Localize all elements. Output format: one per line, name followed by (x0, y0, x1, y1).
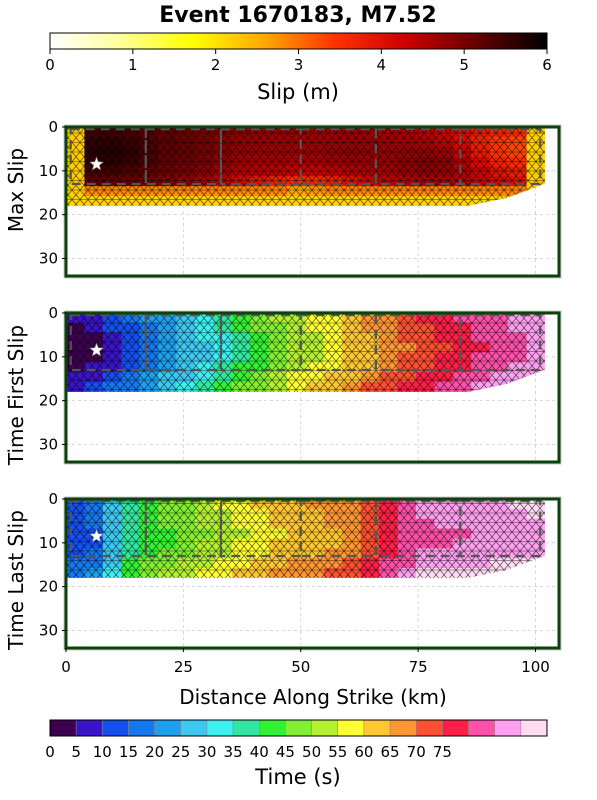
y-tick-label: 20 (39, 578, 58, 596)
time-colorbar-tick-label: 65 (381, 743, 400, 761)
panel-time-last-slip: 0 10 20 30 Time Last Slip 0 25 50 75 100 (4, 490, 561, 676)
rupture-fill (66, 313, 545, 392)
time-colorbar-tick-label: 45 (276, 743, 295, 761)
triangle-mesh (66, 499, 545, 578)
panel-max-slip: 0 10 20 30 Max Slip (4, 118, 561, 278)
time-colorbar-bin (312, 720, 338, 736)
x-tick-label: 25 (174, 658, 193, 676)
triangle-mesh (66, 127, 545, 206)
slip-colorbar-ramp (50, 33, 547, 49)
rupture-region (66, 313, 545, 392)
time-colorbar-bin (364, 720, 390, 736)
time-colorbar-tick-label: 10 (93, 743, 112, 761)
slip-colorbar-tick-label: 3 (294, 56, 304, 74)
slip-colorbar-tick-label: 6 (542, 56, 552, 74)
y-tick-label: 30 (39, 435, 58, 453)
slip-colorbar-tick-label: 4 (377, 56, 387, 74)
y-tick-label: 0 (48, 304, 58, 322)
time-colorbar-bin (259, 720, 285, 736)
time-colorbar-bin (416, 720, 442, 736)
time-colorbar: 0 5 10 15 20 25 30 35 40 45 50 55 60 65 70 75 Time (s) (45, 720, 547, 789)
panels: 0 10 20 30 Max Slip 0 10 20 30 Time First Slip 0 10… (4, 118, 561, 676)
slip-colorbar: 0 1 2 3 4 5 6 Slip (m) (45, 33, 552, 104)
time-colorbar-tick-label: 40 (250, 743, 269, 761)
time-colorbar-tick-label: 60 (354, 743, 373, 761)
slip-colorbar-label: Slip (m) (257, 80, 339, 104)
time-colorbar-tick-label: 70 (407, 743, 426, 761)
y-tick-label: 10 (39, 348, 58, 366)
slip-colorbar-tick-label: 1 (128, 56, 138, 74)
y-axis-label: Time First Slip (4, 325, 28, 466)
rupture-fill (66, 127, 545, 206)
time-colorbar-bin (155, 720, 181, 736)
time-colorbar-tick-label: 35 (224, 743, 243, 761)
time-colorbar-bin (50, 720, 76, 736)
time-colorbar-bin (207, 720, 233, 736)
y-tick-label: 0 (48, 490, 58, 508)
time-colorbar-tick-label: 5 (71, 743, 81, 761)
slip-colorbar-tick-label: 2 (211, 56, 221, 74)
time-colorbar-tick-label: 55 (328, 743, 347, 761)
time-colorbar-bin (285, 720, 311, 736)
time-colorbar-tick-label: 30 (197, 743, 216, 761)
time-colorbar-tick-label: 15 (119, 743, 138, 761)
figure-title: Event 1670183, M7.52 (159, 3, 436, 28)
panel-time-first-slip: 0 10 20 30 Time First Slip (4, 304, 561, 466)
time-colorbar-bin (128, 720, 154, 736)
time-colorbar-bin (338, 720, 364, 736)
y-tick-label: 0 (48, 118, 58, 136)
time-colorbar-tick-label: 75 (433, 743, 452, 761)
time-colorbar-bin (521, 720, 547, 736)
time-colorbar-tick-label: 25 (171, 743, 190, 761)
y-tick-label: 20 (39, 392, 58, 410)
y-tick-label: 10 (39, 534, 58, 552)
x-tick-label: 50 (291, 658, 310, 676)
time-colorbar-bin (233, 720, 259, 736)
time-colorbar-ticks: 0 5 10 15 20 25 30 35 40 45 50 55 60 65 70 75 (45, 743, 452, 761)
rupture-region (66, 127, 545, 206)
rupture-fill (66, 499, 545, 578)
y-tick-label: 30 (39, 621, 58, 639)
time-colorbar-bin (495, 720, 521, 736)
time-colorbar-bin (442, 720, 468, 736)
y-tick-label: 30 (39, 249, 58, 267)
slip-colorbar-tick-label: 5 (459, 56, 469, 74)
time-colorbar-bin (469, 720, 495, 736)
x-tick-label: 75 (409, 658, 428, 676)
time-colorbar-bin (76, 720, 102, 736)
time-colorbar-bins (50, 720, 547, 736)
time-colorbar-bin (102, 720, 128, 736)
rupture-region (66, 499, 545, 578)
y-axis-label: Time Last Slip (4, 510, 28, 651)
y-axis-label: Max Slip (4, 148, 28, 232)
time-colorbar-label: Time (s) (254, 765, 340, 789)
x-tick-label: 0 (61, 658, 71, 676)
y-tick-label: 10 (39, 162, 58, 180)
slip-colorbar-tick-label: 0 (45, 56, 55, 74)
x-tick-label: 100 (521, 658, 550, 676)
triangle-mesh (66, 313, 545, 392)
time-colorbar-bin (390, 720, 416, 736)
time-colorbar-tick-label: 0 (45, 743, 55, 761)
x-axis-label: Distance Along Strike (km) (179, 685, 447, 709)
slip-colorbar-ticks: 0 1 2 3 4 5 6 (45, 49, 552, 74)
time-colorbar-bin (181, 720, 207, 736)
y-tick-label: 20 (39, 206, 58, 224)
time-colorbar-tick-label: 20 (145, 743, 164, 761)
time-colorbar-tick-label: 50 (302, 743, 321, 761)
